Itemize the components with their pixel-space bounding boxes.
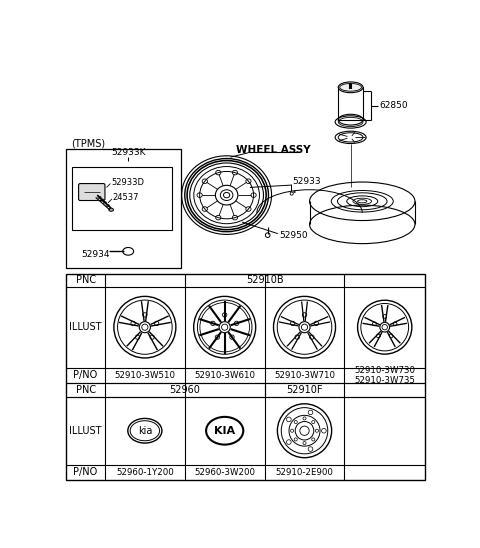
Text: ILLUST: ILLUST (69, 322, 102, 332)
Text: 52910-3W510: 52910-3W510 (114, 371, 175, 380)
Text: 52960: 52960 (169, 385, 200, 395)
Bar (66, 149, 181, 269)
Text: 52933: 52933 (292, 177, 321, 186)
Bar (338, 87, 363, 119)
Text: 52910-2E900: 52910-2E900 (276, 468, 334, 477)
Text: P/NO: P/NO (73, 467, 98, 477)
Text: 52933D: 52933D (111, 178, 144, 186)
Text: 52950: 52950 (279, 231, 308, 239)
Text: 52960-1Y200: 52960-1Y200 (116, 468, 174, 477)
Text: PNC: PNC (75, 385, 96, 395)
Ellipse shape (338, 82, 363, 93)
Text: 24537: 24537 (113, 193, 139, 202)
Text: 52910-3W610: 52910-3W610 (194, 371, 255, 380)
Bar (105, 383, 264, 397)
Text: (TPMS): (TPMS) (71, 139, 105, 149)
Text: 62850: 62850 (379, 101, 408, 110)
Text: 52910-3W710: 52910-3W710 (274, 371, 335, 380)
Text: PNC: PNC (75, 275, 96, 285)
Text: 52910-3W730
52910-3W735: 52910-3W730 52910-3W735 (354, 366, 415, 385)
Text: 52910F: 52910F (286, 385, 323, 395)
Bar (72, 167, 172, 230)
Text: kia: kia (138, 426, 152, 436)
Bar (66, 273, 425, 480)
Text: KIA: KIA (214, 426, 235, 436)
Text: 52934: 52934 (82, 250, 110, 259)
Text: 52933K: 52933K (111, 149, 145, 157)
FancyBboxPatch shape (79, 184, 105, 201)
Text: 52960-3W200: 52960-3W200 (194, 468, 255, 477)
Text: WHEEL ASSY: WHEEL ASSY (236, 145, 311, 155)
Text: ILLUST: ILLUST (69, 426, 102, 436)
Ellipse shape (109, 208, 113, 212)
Text: 52910B: 52910B (246, 275, 284, 285)
Text: P/NO: P/NO (73, 370, 98, 380)
